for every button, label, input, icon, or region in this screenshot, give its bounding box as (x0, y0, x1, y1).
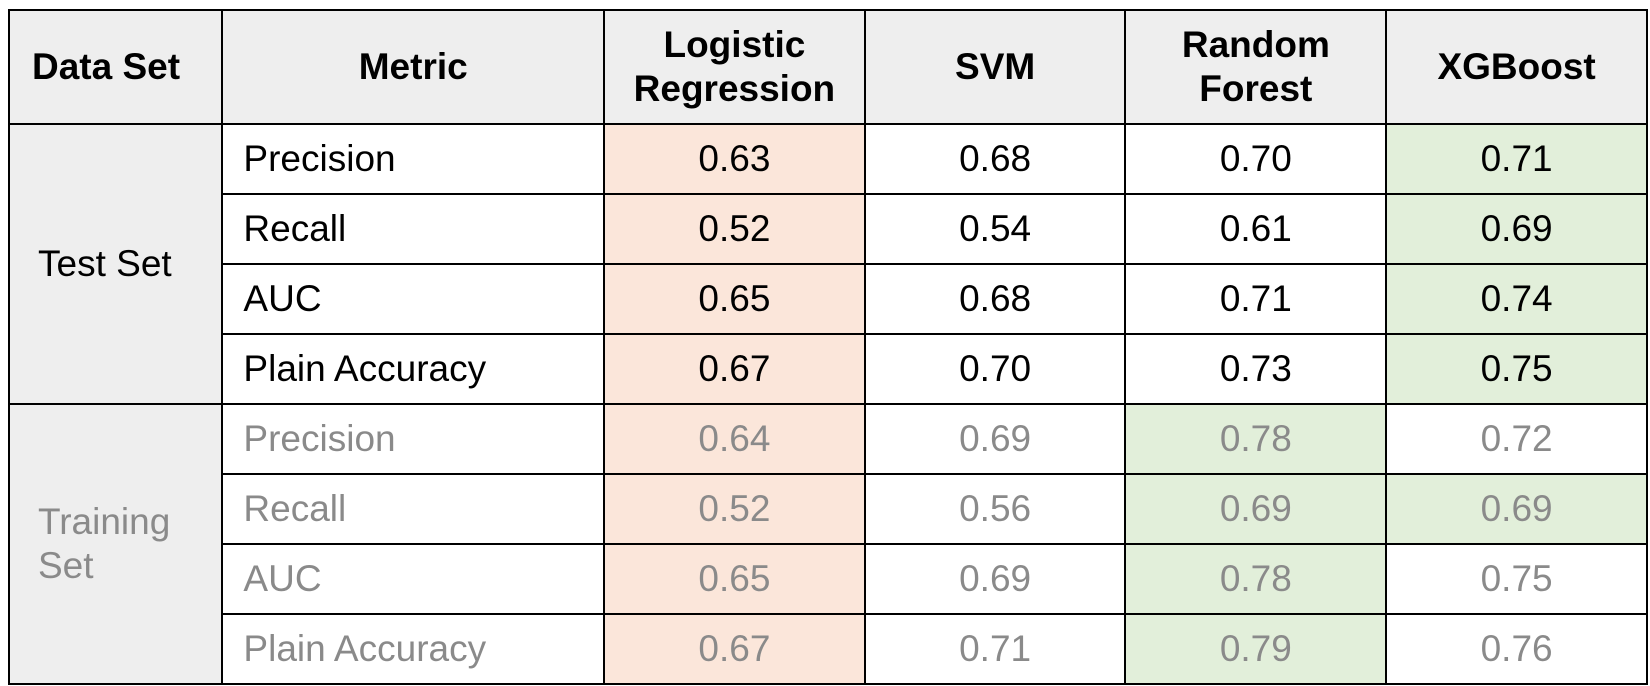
rf-value: 0.73 (1124, 333, 1388, 405)
group-training-set: Training Set (7, 403, 224, 685)
lr-value: 0.52 (603, 473, 866, 545)
header-rf-line1: Random (1181, 24, 1330, 65)
header-data-set: Data Set (7, 9, 224, 125)
header-rf-line2: Forest (1199, 68, 1313, 109)
header-metric: Metric (221, 9, 606, 125)
metric-cell: Plain Accuracy (221, 613, 606, 685)
rf-value: 0.79 (1124, 613, 1388, 685)
xgb-value: 0.69 (1385, 473, 1648, 545)
xgb-value: 0.76 (1385, 613, 1648, 685)
xgb-value: 0.72 (1385, 403, 1648, 475)
rf-value: 0.78 (1124, 403, 1388, 475)
results-table-container: Data Set Metric Logistic Regression SVM … (7, 9, 1648, 685)
group-training-line1: Training (38, 501, 171, 542)
xgb-value: 0.74 (1385, 263, 1648, 335)
svm-value: 0.56 (863, 473, 1127, 545)
svm-value: 0.68 (863, 123, 1127, 195)
xgb-value: 0.75 (1385, 333, 1648, 405)
header-xgboost: XGBoost (1385, 9, 1648, 125)
header-row: Data Set Metric Logistic Regression SVM … (7, 9, 1648, 125)
table-row: Recall 0.52 0.56 0.69 0.69 (9, 473, 1648, 545)
rf-value: 0.71 (1124, 263, 1388, 335)
lr-value: 0.67 (603, 613, 866, 685)
group-test-set: Test Set (7, 123, 224, 405)
metric-cell: Precision (221, 123, 606, 195)
table-row: Plain Accuracy 0.67 0.70 0.73 0.75 (9, 333, 1648, 405)
table-row: AUC 0.65 0.68 0.71 0.74 (9, 263, 1648, 335)
rf-value: 0.70 (1124, 123, 1388, 195)
lr-value: 0.63 (603, 123, 866, 195)
metric-cell: AUC (221, 543, 606, 615)
header-random-forest: Random Forest (1124, 9, 1388, 125)
group-training-line2: Set (38, 545, 94, 586)
table-row: Test Set Precision 0.63 0.68 0.70 0.71 (7, 123, 1648, 405)
table-row: Plain Accuracy 0.67 0.71 0.79 0.76 (9, 613, 1648, 685)
lr-value: 0.67 (603, 333, 866, 405)
header-logistic-regression: Logistic Regression (603, 9, 866, 125)
header-lr-line2: Regression (633, 68, 836, 109)
svm-value: 0.71 (863, 613, 1127, 685)
header-lr-line1: Logistic (663, 24, 806, 65)
model-comparison-table: Data Set Metric Logistic Regression SVM … (7, 9, 1648, 685)
xgb-value: 0.69 (1385, 193, 1648, 265)
svm-value: 0.70 (863, 333, 1127, 405)
rf-value: 0.78 (1124, 543, 1388, 615)
table-row: Training Set Precision 0.64 0.69 0.78 0.… (7, 403, 1648, 685)
rf-value: 0.69 (1124, 473, 1388, 545)
svm-value: 0.54 (863, 193, 1127, 265)
metric-cell: Precision (221, 403, 606, 475)
metric-cell: AUC (221, 263, 606, 335)
metric-cell: Recall (221, 193, 606, 265)
lr-value: 0.64 (603, 403, 866, 475)
lr-value: 0.65 (603, 543, 866, 615)
metric-cell: Recall (221, 473, 606, 545)
xgb-value: 0.75 (1385, 543, 1648, 615)
xgb-value: 0.71 (1385, 123, 1648, 195)
lr-value: 0.65 (603, 263, 866, 335)
rf-value: 0.61 (1124, 193, 1388, 265)
table-row: Recall 0.52 0.54 0.61 0.69 (9, 193, 1648, 265)
lr-value: 0.52 (603, 193, 866, 265)
header-svm: SVM (863, 9, 1127, 125)
svm-value: 0.68 (863, 263, 1127, 335)
svm-value: 0.69 (863, 403, 1127, 475)
metric-cell: Plain Accuracy (221, 333, 606, 405)
svm-value: 0.69 (863, 543, 1127, 615)
table-row: AUC 0.65 0.69 0.78 0.75 (9, 543, 1648, 615)
